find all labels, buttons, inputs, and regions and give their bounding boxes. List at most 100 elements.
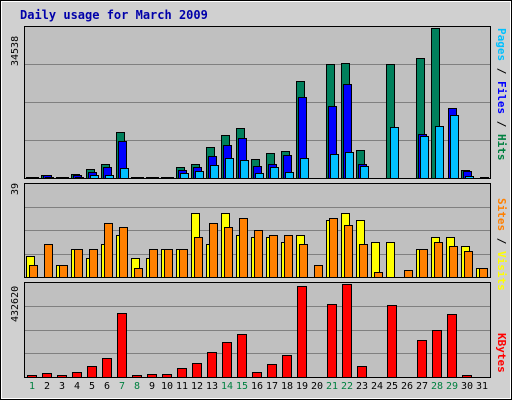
bar-kbytes-day-30 <box>462 375 472 378</box>
x-tick-label: 5 <box>88 381 96 392</box>
x-tick-label: 10 <box>160 381 174 392</box>
bar-sites-day-17 <box>269 235 278 278</box>
bar-kbytes-day-10 <box>162 374 172 378</box>
bar-pages-day-1 <box>30 177 39 179</box>
bar-sites-day-15 <box>239 218 248 278</box>
x-tick-label: 11 <box>175 381 189 392</box>
bar-kbytes-day-7 <box>117 313 127 378</box>
bar-kbytes-day-16 <box>252 372 262 378</box>
x-tick-label: 1 <box>28 381 36 392</box>
bar-kbytes-day-11 <box>177 368 187 378</box>
bar-sites-day-1 <box>29 265 38 278</box>
x-tick-label: 4 <box>73 381 81 392</box>
x-tick-label: 21 <box>325 381 339 392</box>
x-tick-label: 12 <box>190 381 204 392</box>
bar-sites-day-8 <box>134 268 143 278</box>
bar-sites-day-11 <box>179 249 188 278</box>
x-tick-label: 30 <box>460 381 474 392</box>
bar-kbytes-day-28 <box>432 330 442 378</box>
bar-sites-day-2 <box>44 244 53 278</box>
bar-kbytes-day-25 <box>387 305 397 378</box>
bar-pages-day-15 <box>240 160 249 179</box>
x-tick-label: 16 <box>250 381 264 392</box>
bar-kbytes-day-15 <box>237 334 247 378</box>
bar-visits-day-25 <box>386 242 395 278</box>
legend-separator: / <box>495 114 508 134</box>
bar-kbytes-day-4 <box>72 372 82 378</box>
bar-pages-day-13 <box>210 165 219 179</box>
bar-pages-day-16 <box>255 173 264 179</box>
bar-kbytes-day-27 <box>417 340 427 378</box>
bar-kbytes-day-22 <box>342 284 352 378</box>
bar-sites-day-12 <box>194 237 203 278</box>
bar-sites-day-23 <box>359 244 368 278</box>
x-tick-label: 8 <box>133 381 141 392</box>
bar-pages-day-17 <box>270 167 279 179</box>
bar-kbytes-day-18 <box>282 355 292 378</box>
x-tick-label: 28 <box>430 381 444 392</box>
bar-pages-day-31 <box>480 177 489 179</box>
x-tick-label: 3 <box>58 381 66 392</box>
bar-pages-day-28 <box>435 126 444 179</box>
bar-sites-day-28 <box>434 242 443 278</box>
bar-kbytes-day-9 <box>147 374 157 378</box>
x-tick-label: 27 <box>415 381 429 392</box>
bar-pages-day-10 <box>165 177 174 179</box>
bar-kbytes-day-23 <box>357 366 367 378</box>
legend-visits: Visits <box>495 251 508 291</box>
bar-pages-day-27 <box>420 136 429 179</box>
bar-sites-day-10 <box>164 249 173 278</box>
bar-pages-day-14 <box>225 158 234 179</box>
x-tick-label: 9 <box>148 381 156 392</box>
bar-pages-day-19 <box>300 158 309 179</box>
bar-pages-day-5 <box>90 175 99 179</box>
bar-kbytes-day-2 <box>42 373 52 378</box>
bar-pages-day-25 <box>390 127 399 179</box>
chart-title: Daily usage for March 2009 <box>20 8 208 22</box>
legend-hits: Hits <box>495 134 508 161</box>
bar-kbytes-day-8 <box>132 375 142 378</box>
bar-pages-day-21 <box>330 154 339 179</box>
bar-sites-day-26 <box>404 270 413 278</box>
bar-kbytes-day-19 <box>297 286 307 378</box>
middle-panel-legend: Sites / Visits <box>495 198 508 291</box>
bar-sites-day-6 <box>104 223 113 278</box>
x-tick-label: 29 <box>445 381 459 392</box>
legend-separator: / <box>495 231 508 251</box>
x-tick-label: 2 <box>43 381 51 392</box>
bar-kbytes-day-6 <box>102 358 112 378</box>
bar-sites-day-24 <box>374 272 383 278</box>
x-tick-label: 23 <box>355 381 369 392</box>
bar-kbytes-day-5 <box>87 366 97 378</box>
x-tick-label: 17 <box>265 381 279 392</box>
legend-sites: Sites <box>495 198 508 232</box>
bar-pages-day-8 <box>135 177 144 179</box>
bar-pages-day-30 <box>465 176 474 179</box>
x-tick-label: 7 <box>118 381 126 392</box>
bar-pages-day-18 <box>285 172 294 179</box>
bottom-panel-max-label: 432620 <box>10 285 21 322</box>
bar-kbytes-day-1 <box>27 375 37 378</box>
bar-sites-day-22 <box>344 225 353 278</box>
bar-pages-day-9 <box>150 177 159 179</box>
x-tick-label: 31 <box>475 381 489 392</box>
bottom-panel-legend: KBytes <box>495 333 508 373</box>
bar-kbytes-day-21 <box>327 304 337 378</box>
bar-kbytes-day-17 <box>267 364 277 378</box>
bar-sites-day-21 <box>329 218 338 278</box>
top-panel-legend: Pages / Files / Hits <box>495 28 508 161</box>
x-tick-label: 24 <box>370 381 384 392</box>
x-tick-label: 13 <box>205 381 219 392</box>
bar-pages-day-22 <box>345 152 354 179</box>
bar-pages-day-23 <box>360 166 369 179</box>
bar-pages-day-11 <box>180 173 189 179</box>
bar-sites-day-30 <box>464 251 473 278</box>
bar-sites-day-31 <box>479 268 488 278</box>
x-tick-label: 20 <box>310 381 324 392</box>
bar-sites-day-7 <box>119 227 128 278</box>
x-tick-label: 14 <box>220 381 234 392</box>
x-tick-label: 6 <box>103 381 111 392</box>
bar-sites-day-3 <box>59 265 68 278</box>
